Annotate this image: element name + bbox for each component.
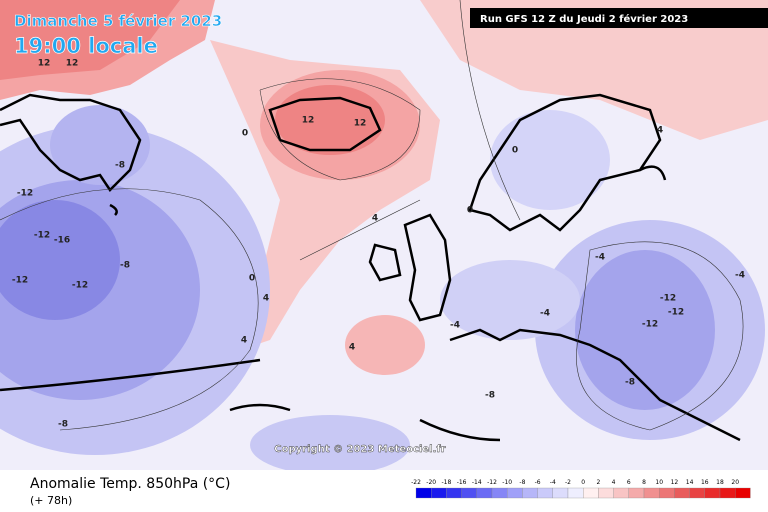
contour-label: 12: [354, 119, 367, 129]
anomaly-fields: [0, 0, 768, 475]
colorbar-swatch: [461, 487, 477, 499]
contour-label: -12: [34, 231, 50, 241]
colorbar-swatch: [735, 487, 751, 499]
colorbar-swatch: [583, 487, 599, 499]
contour-label: -8: [485, 391, 495, 401]
contour-label: 12: [38, 59, 51, 69]
colorbar-swatch: [476, 487, 493, 499]
colorbar-tick-label: -12: [487, 479, 497, 486]
colorbar-swatch: [613, 487, 629, 499]
forecast-time: 19:00 locale: [14, 34, 158, 58]
colorbar-swatch: [719, 487, 736, 499]
colorbar-tick-label: -6: [535, 479, 541, 486]
contour-label: -4: [735, 271, 745, 281]
colorbar-swatch: [552, 487, 569, 499]
contour-label: -8: [58, 420, 68, 430]
run-info: Run GFS 12 Z du Jeudi 2 février 2023: [480, 13, 688, 25]
colorbar-swatch: [628, 487, 645, 499]
copyright: Copyright © 2023 Meteociel.fr: [274, 444, 445, 455]
colorbar-tick-label: -2: [565, 479, 571, 486]
contour-label: 0: [512, 146, 518, 156]
colorbar-tick-label: 14: [686, 479, 694, 486]
run-box: [470, 8, 768, 28]
contour-label: -12: [72, 281, 88, 291]
colorbar-swatch: [431, 487, 447, 499]
contour-label: -12: [668, 308, 684, 318]
contour-label: -4: [595, 253, 605, 263]
colorbar-tick-label: -20: [426, 479, 436, 486]
contour-label: -8: [625, 378, 635, 388]
contour-label: 0: [242, 129, 248, 139]
colorbar-tick-label: 4: [612, 479, 616, 486]
colorbar-swatch: [659, 487, 675, 499]
contour-label: -12: [660, 294, 676, 304]
colorbar-swatch: [537, 487, 553, 499]
contour-labels: 12 12 12 12 -12 -12 -16 -12 -12 -8 -8 -12 -12 -12 -8 0 0…: [12, 59, 745, 430]
colorbar-tick-label: 20: [731, 479, 739, 486]
contour-lines: [0, 0, 744, 431]
contour-label: -12: [17, 189, 33, 199]
contour-label: -8: [120, 261, 130, 271]
colorbar-tick-label: -22: [411, 479, 421, 486]
coastlines: [0, 93, 741, 442]
colorbar-tick-label: -4: [550, 479, 556, 486]
colorbar-tick-label: 16: [701, 479, 709, 486]
contour-label: -4: [450, 321, 460, 331]
colorbar-tick-label: 12: [671, 479, 679, 486]
colorbar-swatch: [567, 487, 584, 499]
contour-label: 4: [657, 126, 663, 136]
contour-label: -4: [540, 309, 550, 319]
colorbar-tick-label: 18: [716, 479, 724, 486]
colorbar-tick-label: -16: [457, 479, 467, 486]
contour-label: 4: [349, 343, 355, 353]
colorbar-swatch: [689, 487, 705, 499]
contour-label: 4: [241, 336, 247, 346]
contour-label: -16: [54, 236, 70, 246]
colorbar: -22 -20 -18 -16 -14 -12 -10 -8 -6 -4 -2 0 2 4 6 8 10 12 14…: [411, 479, 751, 499]
contour-label: 12: [302, 116, 315, 126]
colorbar-swatch: [415, 487, 432, 499]
contour-label: 12: [66, 59, 79, 69]
colorbar-swatch: [507, 487, 523, 499]
contour-label: -8: [115, 161, 125, 171]
colorbar-tick-label: -8: [519, 479, 525, 486]
contour-label: 0: [249, 274, 255, 284]
colorbar-tick-label: 2: [596, 479, 600, 486]
colorbar-tick-label: 10: [655, 479, 663, 486]
colorbar-swatch: [598, 487, 614, 499]
colorbar-swatch: [704, 487, 721, 499]
colorbar-swatch: [446, 487, 462, 499]
contour-label: 4: [263, 294, 269, 304]
contour-label: -12: [12, 276, 28, 286]
contour-label: -12: [642, 320, 658, 330]
lead-time: (+ 78h): [30, 494, 72, 507]
colorbar-swatch: [643, 487, 660, 499]
colorbar-swatch: [491, 487, 508, 499]
colorbar-tick-label: -18: [441, 479, 451, 486]
colorbar-swatch: [674, 487, 690, 499]
contour-label: 0: [467, 206, 473, 216]
colorbar-tick-label: 6: [627, 479, 631, 486]
colorbar-tick-label: 0: [581, 479, 585, 486]
contour-label: 4: [372, 214, 378, 224]
colorbar-tick-label: 8: [642, 479, 646, 486]
forecast-date: Dimanche 5 février 2023: [14, 12, 222, 30]
field-title: Anomalie Temp. 850hPa (°C): [30, 476, 230, 492]
colorbar-swatch: [522, 487, 538, 499]
colorbar-tick-label: -10: [502, 479, 512, 486]
colorbar-tick-label: -14: [472, 479, 482, 486]
